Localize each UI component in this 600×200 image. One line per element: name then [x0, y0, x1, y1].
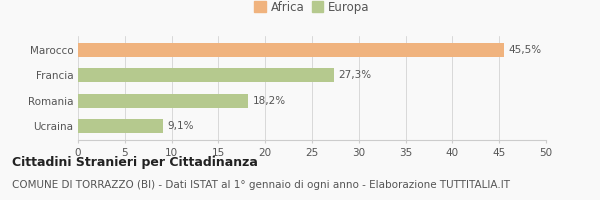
Legend: Africa, Europa: Africa, Europa	[252, 0, 372, 16]
Text: 45,5%: 45,5%	[509, 45, 542, 55]
Text: COMUNE DI TORRAZZO (BI) - Dati ISTAT al 1° gennaio di ogni anno - Elaborazione T: COMUNE DI TORRAZZO (BI) - Dati ISTAT al …	[12, 180, 510, 190]
Text: Cittadini Stranieri per Cittadinanza: Cittadini Stranieri per Cittadinanza	[12, 156, 258, 169]
Bar	[78, 94, 248, 108]
Text: 27,3%: 27,3%	[338, 70, 371, 80]
Bar	[78, 119, 163, 133]
Bar	[78, 68, 334, 82]
Text: 18,2%: 18,2%	[253, 96, 286, 106]
Bar	[78, 43, 504, 57]
Text: 9,1%: 9,1%	[168, 121, 194, 131]
